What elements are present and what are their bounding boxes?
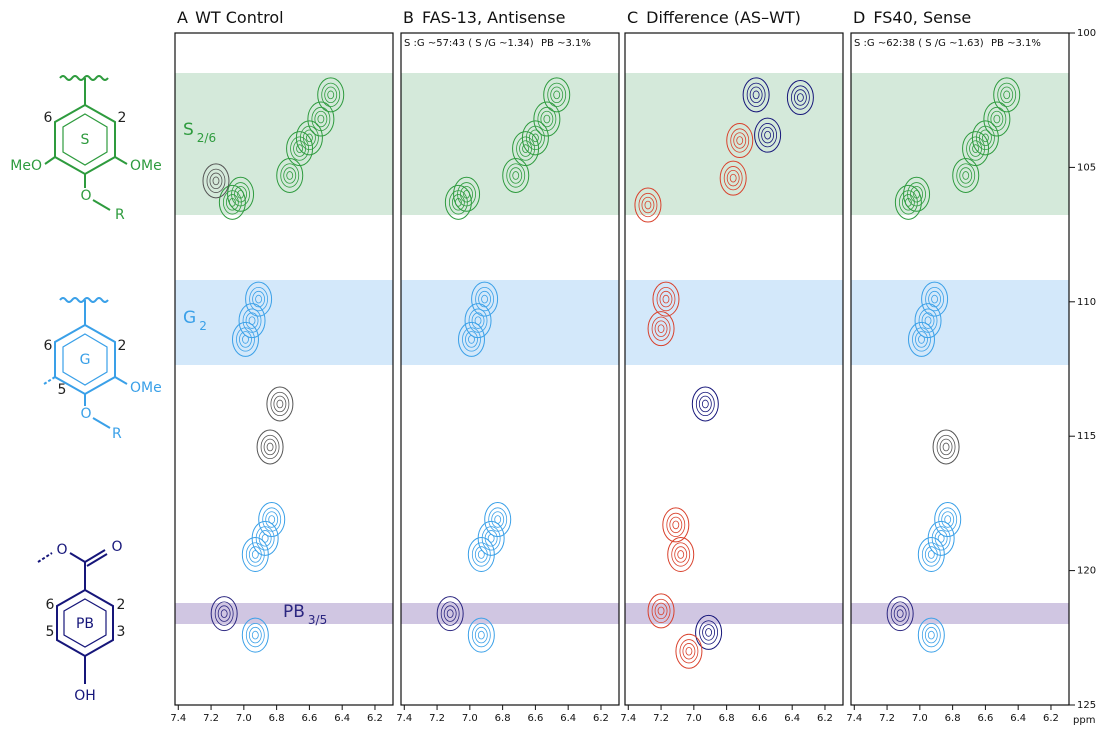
panel-title: B FAS-13, Antisense — [403, 8, 565, 27]
x-tick-label: 6.2 — [817, 713, 833, 724]
x-tick-label: 7.2 — [653, 713, 669, 724]
highlight-band — [851, 73, 1069, 215]
oxygen: O — [80, 188, 91, 204]
oxygen: O — [80, 406, 91, 422]
position: 2 — [118, 110, 127, 126]
x-tick-label: 6.8 — [269, 713, 285, 724]
peak-label-sub: 3/5 — [308, 613, 327, 627]
y-tick-label: 100 — [1077, 28, 1096, 39]
x-tick-label: 6.8 — [945, 713, 961, 724]
highlight-band — [175, 280, 393, 365]
panel-letter: D — [853, 8, 865, 27]
x-tick-label: 6.2 — [1043, 713, 1059, 724]
x-tick-label: 7.4 — [620, 713, 636, 724]
substituent: MeO — [10, 158, 42, 174]
x-tick-label: 7.0 — [912, 713, 928, 724]
position: 2 — [118, 338, 127, 354]
panel-letter: C — [627, 8, 638, 27]
position: 6 — [46, 597, 55, 613]
r-group: R — [115, 207, 125, 223]
x-tick-label: 6.4 — [1010, 713, 1026, 724]
x-tick-label: 6.4 — [334, 713, 350, 724]
x-tick-label: 6.6 — [751, 713, 767, 724]
panel-name: Difference (AS–WT) — [646, 8, 801, 27]
y-tick-label: 105 — [1077, 162, 1096, 173]
position: 6 — [44, 110, 53, 126]
x-tick-label: 6.6 — [301, 713, 317, 724]
figure: S 6 2 MeO OMe O R G 6 2 5 OMe O R — [0, 0, 1097, 729]
position: 5 — [58, 382, 67, 398]
ester-oxygen: O — [56, 542, 67, 558]
x-tick-label: 7.2 — [879, 713, 895, 724]
highlight-band — [851, 603, 1069, 624]
x-tick-label: 7.4 — [396, 713, 412, 724]
panel-letter: A — [177, 8, 188, 27]
y-tick-label: 110 — [1077, 297, 1096, 308]
substituent: OMe — [130, 158, 162, 174]
highlight-band — [401, 280, 619, 365]
x-tick-label: 7.4 — [170, 713, 186, 724]
ring-label: G — [80, 352, 91, 368]
unit-label: ppm — [1073, 715, 1095, 726]
x-tick-label: 7.2 — [429, 713, 445, 724]
panel-name: WT Control — [195, 8, 284, 27]
x-tick-label: 6.4 — [784, 713, 800, 724]
x-tick-label: 6.4 — [560, 713, 576, 724]
x-tick-label: 7.0 — [686, 713, 702, 724]
ring-label: S — [81, 132, 90, 148]
panel-name: FS40, Sense — [873, 8, 971, 27]
stats-label: S :G ~62:38 ( S /G ~1.63) — [854, 38, 984, 49]
hydroxyl: OH — [74, 688, 96, 704]
panel-title: C Difference (AS–WT) — [627, 8, 801, 27]
highlight-band — [401, 73, 619, 215]
r-group: R — [112, 426, 122, 442]
y-tick-label: 120 — [1077, 566, 1096, 577]
stats-label: S :G ~57:43 ( S /G ~1.34) — [404, 38, 534, 49]
x-tick-label: 6.6 — [527, 713, 543, 724]
x-tick-label: 6.8 — [719, 713, 735, 724]
peak-label-sub: 2/6 — [197, 131, 216, 145]
position: 3 — [117, 624, 126, 640]
x-tick-label: 7.0 — [462, 713, 478, 724]
stats-label: PB ~3.1% — [991, 38, 1041, 49]
stats-label: PB ~3.1% — [541, 38, 591, 49]
x-tick-label: 6.6 — [977, 713, 993, 724]
ring-label: PB — [76, 616, 94, 632]
panel-name: FAS-13, Antisense — [422, 8, 565, 27]
x-tick-label: 7.4 — [846, 713, 862, 724]
x-tick-label: 6.2 — [593, 713, 609, 724]
position: 5 — [46, 624, 55, 640]
peak-label-sub: 2 — [199, 319, 207, 333]
peak-label-main: G — [183, 308, 196, 328]
highlight-band — [851, 280, 1069, 365]
x-tick-label: 7.2 — [203, 713, 219, 724]
position: 2 — [117, 597, 126, 613]
x-tick-label: 6.2 — [367, 713, 383, 724]
peak-label-main: PB — [283, 602, 305, 622]
peak-label-main: S — [183, 120, 194, 140]
position: 6 — [44, 338, 53, 354]
x-tick-label: 6.8 — [495, 713, 511, 724]
carbonyl-oxygen: O — [111, 539, 122, 555]
y-tick-label: 125 — [1077, 700, 1096, 711]
highlight-band — [625, 603, 843, 624]
panel-letter: B — [403, 8, 414, 27]
x-tick-label: 7.0 — [236, 713, 252, 724]
substituent: OMe — [130, 380, 162, 396]
highlight-band — [401, 603, 619, 624]
y-tick-label: 115 — [1077, 431, 1096, 442]
